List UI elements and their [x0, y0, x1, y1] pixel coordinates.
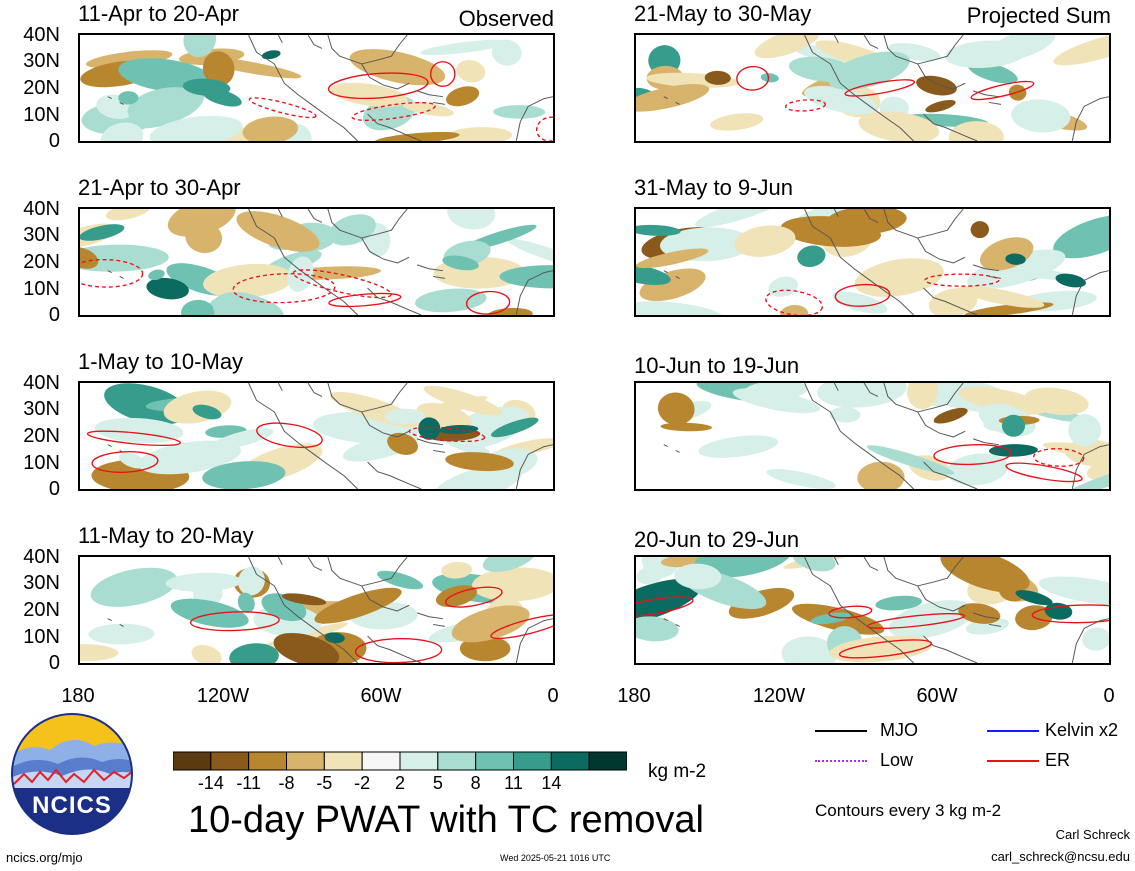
colorbar-swatch: [248, 751, 287, 771]
y-tick-row2-2: 20N: [23, 251, 60, 273]
panel-2-title: 21-May to 30-May: [634, 1, 812, 26]
colorbar-label: 8: [470, 773, 481, 793]
legend-low-line: [815, 760, 867, 762]
map-panel-2: [634, 33, 1111, 143]
y-tick-row4-1: 30N: [23, 572, 60, 594]
y-tick-row3-1: 30N: [23, 398, 60, 420]
colorbar-label: 5: [432, 773, 443, 793]
map-panel-1: [78, 33, 555, 143]
y-tick-row3-2: 20N: [23, 425, 60, 447]
colorbar-swatch: [588, 751, 628, 771]
x-tick-60w-right: 60W: [916, 685, 958, 707]
y-tick-row1-1: 30N: [23, 50, 60, 72]
map-panel-8: [634, 555, 1111, 665]
y-tick-row3-4: 0: [48, 478, 60, 500]
legend-mjo-label: MJO: [880, 720, 918, 740]
author-email: carl_schreck@ncsu.edu: [991, 849, 1130, 864]
main-title: 10-day PWAT with TC removal: [188, 799, 704, 841]
colorbar-swatch: [399, 751, 439, 771]
map-panel-6: [634, 381, 1111, 491]
colorbar-label: -5: [316, 773, 333, 793]
contour-note: Contours every 3 kg m-2: [815, 801, 1002, 820]
map-panel-7: [78, 555, 555, 665]
x-tick-0-left: 0: [547, 685, 559, 707]
y-tick-row2-0: 40N: [23, 198, 60, 220]
x-tick-180-left: 180: [61, 685, 95, 707]
colorbar-label: -14: [197, 773, 224, 793]
map-panel-5: [78, 381, 555, 491]
y-tick-row4-4: 0: [48, 652, 60, 674]
colorbar-label: 2: [394, 773, 405, 793]
website-url: ncics.org/mjo: [6, 850, 83, 865]
x-tick-180-right: 180: [617, 685, 651, 707]
x-tick-120w-right: 120W: [752, 685, 806, 707]
panel-6-title: 10-Jun to 19-Jun: [634, 353, 800, 378]
x-tick-60w-left: 60W: [360, 685, 402, 707]
y-tick-row2-1: 30N: [23, 224, 60, 246]
timestamp: Wed 2025-05-21 1016 UTC: [500, 853, 611, 863]
colorbar-label: 11: [504, 773, 523, 793]
legend-mjo-line: [815, 730, 867, 732]
y-tick-row1-3: 10N: [23, 104, 60, 126]
colorbar-label: -2: [354, 773, 371, 793]
colorbar-swatch: [513, 751, 552, 771]
colorbar-label: -8: [278, 773, 295, 793]
colorbar-swatch: [437, 751, 477, 771]
y-tick-row1-2: 20N: [23, 77, 60, 99]
observed-label: Observed: [458, 6, 554, 31]
map-panel-4: [634, 207, 1111, 317]
colorbar-units: kg m-2: [648, 761, 707, 782]
panel-4-title: 31-May to 9-Jun: [634, 175, 793, 200]
colorbar-swatch: [475, 751, 514, 771]
x-tick-120w-left: 120W: [196, 685, 250, 707]
y-tick-row2-3: 10N: [23, 278, 60, 300]
colorbar: [172, 751, 628, 771]
y-tick-row4-3: 10N: [23, 626, 60, 648]
panel-3-title: 21-Apr to 30-Apr: [78, 175, 241, 200]
colorbar-swatch: [323, 751, 363, 771]
panel-1-title: 11-Apr to 20-Apr: [78, 1, 240, 26]
panel-8-title: 20-Jun to 29-Jun: [634, 527, 800, 552]
legend-er-line: [987, 760, 1039, 762]
y-tick-row3-3: 10N: [23, 452, 60, 474]
colorbar-swatch: [550, 751, 590, 771]
colorbar-label: -11: [236, 773, 261, 793]
legend-kelvin-line: [987, 730, 1039, 732]
y-tick-row2-4: 0: [48, 304, 60, 326]
legend-low-label: Low: [880, 750, 914, 770]
colorbar-swatch: [286, 751, 325, 771]
colorbar-swatch: [361, 751, 401, 771]
legend-er-label: ER: [1045, 750, 1071, 770]
y-tick-row1-4: 0: [48, 130, 60, 152]
colorbar-swatch: [210, 751, 250, 771]
ncics-logo: NCICS: [10, 712, 134, 836]
y-tick-row1-0: 40N: [23, 24, 60, 46]
map-panel-3: [78, 207, 555, 317]
author: Carl Schreck: [1055, 827, 1130, 842]
colorbar-label: 14: [541, 773, 562, 793]
y-tick-row4-2: 20N: [23, 599, 60, 621]
panel-5-title: 1-May to 10-May: [78, 349, 244, 374]
logo-text: NCICS: [32, 792, 112, 819]
y-tick-row4-0: 40N: [23, 546, 60, 568]
y-tick-row3-0: 40N: [23, 372, 60, 394]
colorbar-swatch: [172, 751, 212, 771]
legend-kelvin-label: Kelvin x2: [1045, 720, 1119, 740]
projected-sum-label: Projected Sum: [966, 3, 1111, 28]
x-tick-0-right: 0: [1103, 685, 1115, 707]
panel-7-title: 11-May to 20-May: [78, 523, 254, 548]
